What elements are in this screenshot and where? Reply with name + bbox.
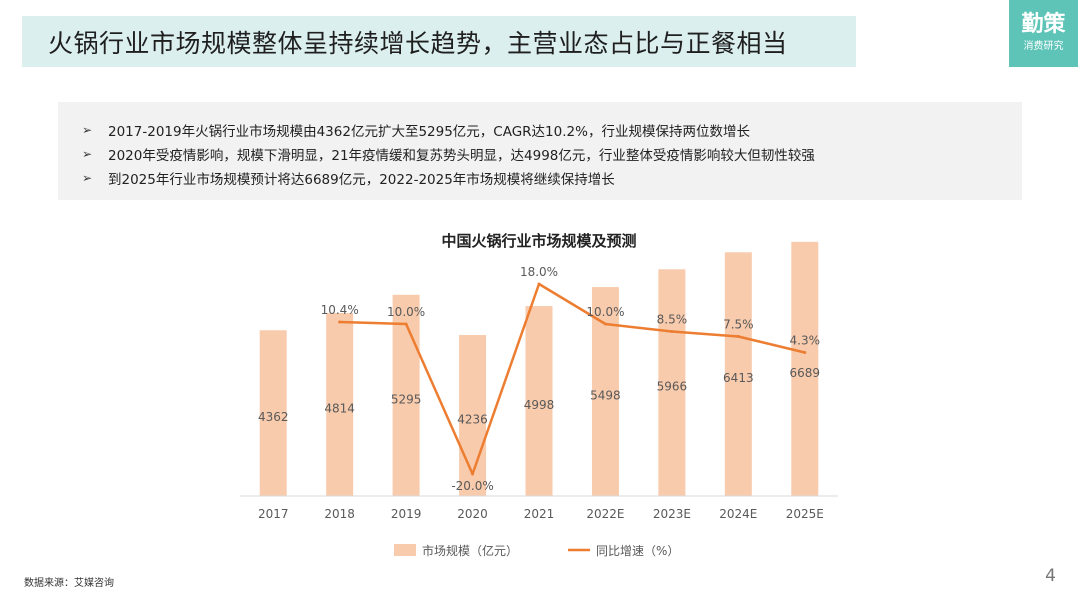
bar-value-label: 4998	[524, 398, 555, 412]
growth-rate-line	[339, 282, 806, 476]
bar-value-label: 6413	[723, 371, 754, 385]
legend-bar-label: 市场规模（亿元）	[422, 543, 518, 558]
legend-line-label: 同比增速（%）	[596, 544, 679, 558]
growth-point-2020	[471, 472, 475, 476]
bar-2023E	[658, 269, 686, 496]
x-tick-label: 2021	[524, 507, 555, 521]
x-tick-label: 2023E	[653, 507, 691, 521]
summary-item: ➢ 到2025年行业市场规模预计将达6689亿元，2022-2025年市场规模将…	[82, 166, 1022, 190]
logo-main-text: 勤策	[1021, 12, 1066, 37]
summary-item: ➢ 2017-2019年火锅行业市场规模由4362亿元扩大至5295亿元，CAG…	[82, 118, 1022, 142]
summary-box: ➢ 2017-2019年火锅行业市场规模由4362亿元扩大至5295亿元，CAG…	[58, 102, 1022, 200]
summary-text: 2017-2019年火锅行业市场规模由4362亿元扩大至5295亿元，CAGR达…	[108, 124, 750, 140]
summary-text: 到2025年行业市场规模预计将达6689亿元，2022-2025年市场规模将继续…	[108, 172, 615, 188]
data-source: 数据来源：艾媒咨询	[24, 578, 114, 589]
x-tick-label: 2018	[324, 507, 355, 521]
summary-item: ➢ 2020年受疫情影响，规模下滑明显，21年疫情缓和复苏势头明显，达4998亿…	[82, 142, 1022, 166]
x-tick-label: 2019	[391, 507, 422, 521]
x-tick-label: 2017	[258, 507, 289, 521]
growth-point-2022E	[603, 322, 607, 326]
legend-bar-swatch	[394, 544, 416, 556]
bar-value-label: 5966	[657, 380, 688, 394]
arrow-bullet-icon: ➢	[82, 171, 93, 185]
growth-point-2018	[338, 320, 342, 324]
bar-value-label: 4236	[457, 413, 488, 427]
bar-2025E	[791, 241, 819, 496]
bar-2019	[392, 294, 420, 496]
bar-2018	[326, 313, 354, 496]
growth-point-2023E	[670, 330, 674, 333]
growth-value-label: 8.5%	[657, 313, 688, 327]
bar-value-label: 5295	[391, 392, 422, 406]
bar-value-label: 5498	[590, 389, 621, 403]
brand-logo: 勤策 消费研究	[1009, 0, 1078, 67]
x-tick-label: 2020	[457, 507, 488, 521]
bar-2020	[459, 335, 487, 496]
page-number: 4	[1045, 566, 1056, 586]
growth-value-label: 7.5%	[723, 318, 754, 332]
chart-title: 中国火锅行业市场规模及预测	[441, 232, 636, 250]
x-tick-label: 2025E	[786, 507, 824, 521]
growth-point-2024E	[736, 335, 740, 338]
bar-2022E	[591, 287, 619, 496]
summary-text: 2020年受疫情影响，规模下滑明显，21年疫情缓和复苏势头明显，达4998亿元，…	[108, 148, 815, 164]
x-tick-label: 2022E	[586, 507, 624, 521]
growth-point-2021	[537, 282, 541, 286]
growth-value-label: 10.0%	[586, 305, 624, 319]
growth-point-2019	[404, 322, 408, 326]
arrow-bullet-icon: ➢	[82, 123, 93, 137]
bar-value-label: 6689	[790, 366, 821, 380]
growth-value-label: -20.0%	[451, 479, 493, 493]
bar-2021	[525, 306, 553, 496]
bar-2024E	[724, 252, 752, 496]
bar-value-label: 4362	[258, 410, 289, 424]
growth-point-2025E	[803, 351, 807, 354]
bar-value-label: 4814	[324, 402, 355, 416]
bar-2017	[259, 330, 287, 496]
title-bar: 火锅行业市场规模整体呈持续增长趋势，主营业态占比与正餐相当	[22, 16, 856, 67]
growth-value-label: 4.3%	[790, 334, 821, 348]
x-tick-label: 2024E	[719, 507, 757, 521]
growth-value-label: 10.0%	[387, 305, 425, 319]
growth-value-label: 10.4%	[321, 303, 359, 317]
logo-sub-text: 消费研究	[1023, 41, 1064, 52]
growth-value-label: 18.0%	[520, 265, 558, 279]
arrow-bullet-icon: ➢	[82, 147, 93, 161]
page-title: 火锅行业市场规模整体呈持续增长趋势，主营业态占比与正餐相当	[48, 28, 788, 58]
